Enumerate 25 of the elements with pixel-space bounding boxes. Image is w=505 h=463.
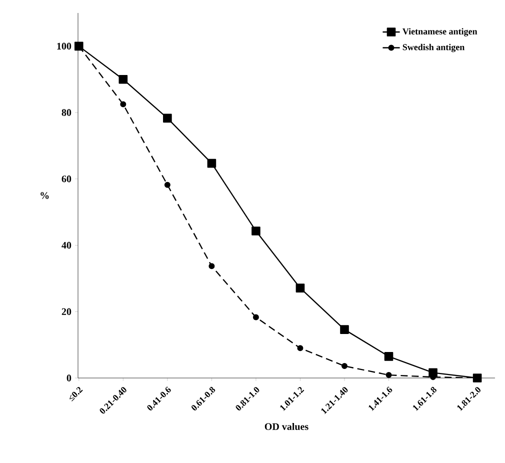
y-tick-label: 40 xyxy=(62,242,72,249)
point xyxy=(164,182,170,188)
point xyxy=(120,101,126,108)
legend-label: Swedish antigen xyxy=(402,44,465,52)
point xyxy=(340,325,349,334)
point xyxy=(252,314,259,320)
x-axis-title: OD values xyxy=(264,422,308,430)
point xyxy=(341,363,348,370)
point xyxy=(384,352,394,361)
y-tick-label: 20 xyxy=(62,308,72,316)
y-axis-title: % xyxy=(40,192,49,199)
point xyxy=(207,158,216,168)
point xyxy=(208,263,215,270)
point xyxy=(297,345,304,352)
y-tick-label: 60 xyxy=(62,176,72,182)
point xyxy=(118,74,128,84)
legend-label: Vietnamese antigen xyxy=(402,28,478,36)
y-tick-label: 100 xyxy=(57,42,72,50)
y-tick-label: 80 xyxy=(62,109,72,116)
point xyxy=(386,372,392,378)
x-tick-label: ≤0.2 xyxy=(70,387,83,402)
point xyxy=(163,114,172,123)
y-tick-label: 0 xyxy=(66,374,72,382)
point xyxy=(296,284,305,292)
point xyxy=(252,226,260,236)
